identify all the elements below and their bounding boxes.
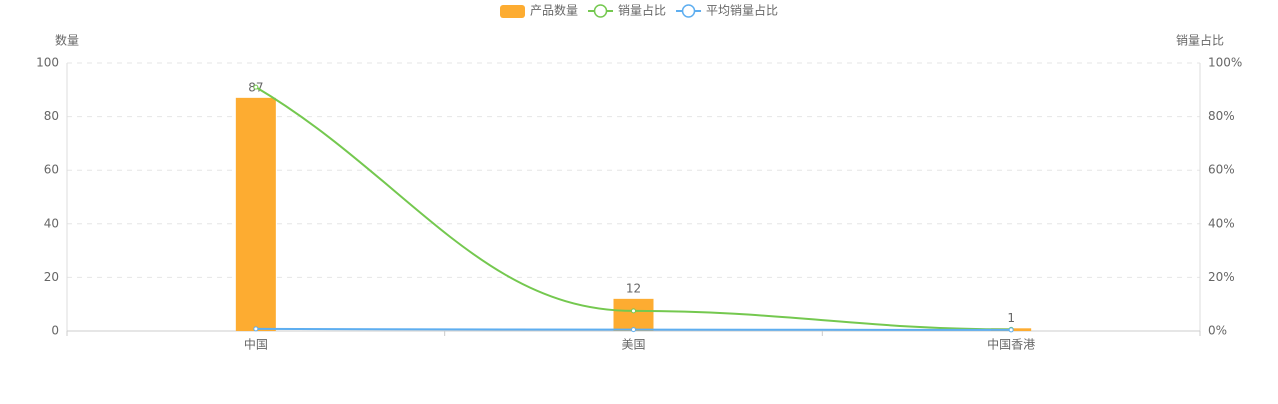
bar [613, 298, 654, 331]
legend-label: 产品数量 [530, 3, 578, 18]
y2-tick-label: 100% [1208, 56, 1242, 70]
line-point [631, 308, 636, 314]
y-tick-label: 60 [44, 163, 59, 177]
legend-swatch [593, 4, 608, 18]
line-point [631, 327, 636, 333]
x-tick-label: 中国 [244, 337, 268, 352]
legend-label: 销量占比 [618, 3, 666, 18]
x-tick-label: 美国 [621, 338, 645, 352]
y2-tick-label: 0% [1208, 324, 1227, 338]
y-tick-label: 40 [44, 216, 59, 230]
legend-swatch [500, 5, 525, 18]
y-tick-label: 20 [44, 270, 59, 284]
legend-label: 平均销量占比 [706, 3, 778, 18]
y-tick-label: 80 [44, 109, 59, 123]
y2-tick-label: 80% [1208, 109, 1235, 123]
legend-swatch [681, 4, 696, 18]
y2-axis-label: 销量占比 [1176, 33, 1224, 48]
x-tick-label: 中国香港 [987, 337, 1035, 352]
y-tick-label: 0 [51, 324, 59, 338]
y-axis-label: 数量 [55, 33, 79, 48]
bar [235, 97, 276, 331]
y2-tick-label: 20% [1208, 270, 1235, 284]
line-point [253, 84, 259, 90]
line-point [1008, 327, 1014, 333]
bar-value-label: 1 [1007, 311, 1015, 325]
y-tick-label: 100 [36, 56, 59, 70]
y2-tick-label: 60% [1208, 163, 1235, 177]
line-point [253, 326, 259, 332]
bar-value-label: 12 [626, 281, 641, 295]
y2-tick-label: 40% [1208, 216, 1235, 230]
